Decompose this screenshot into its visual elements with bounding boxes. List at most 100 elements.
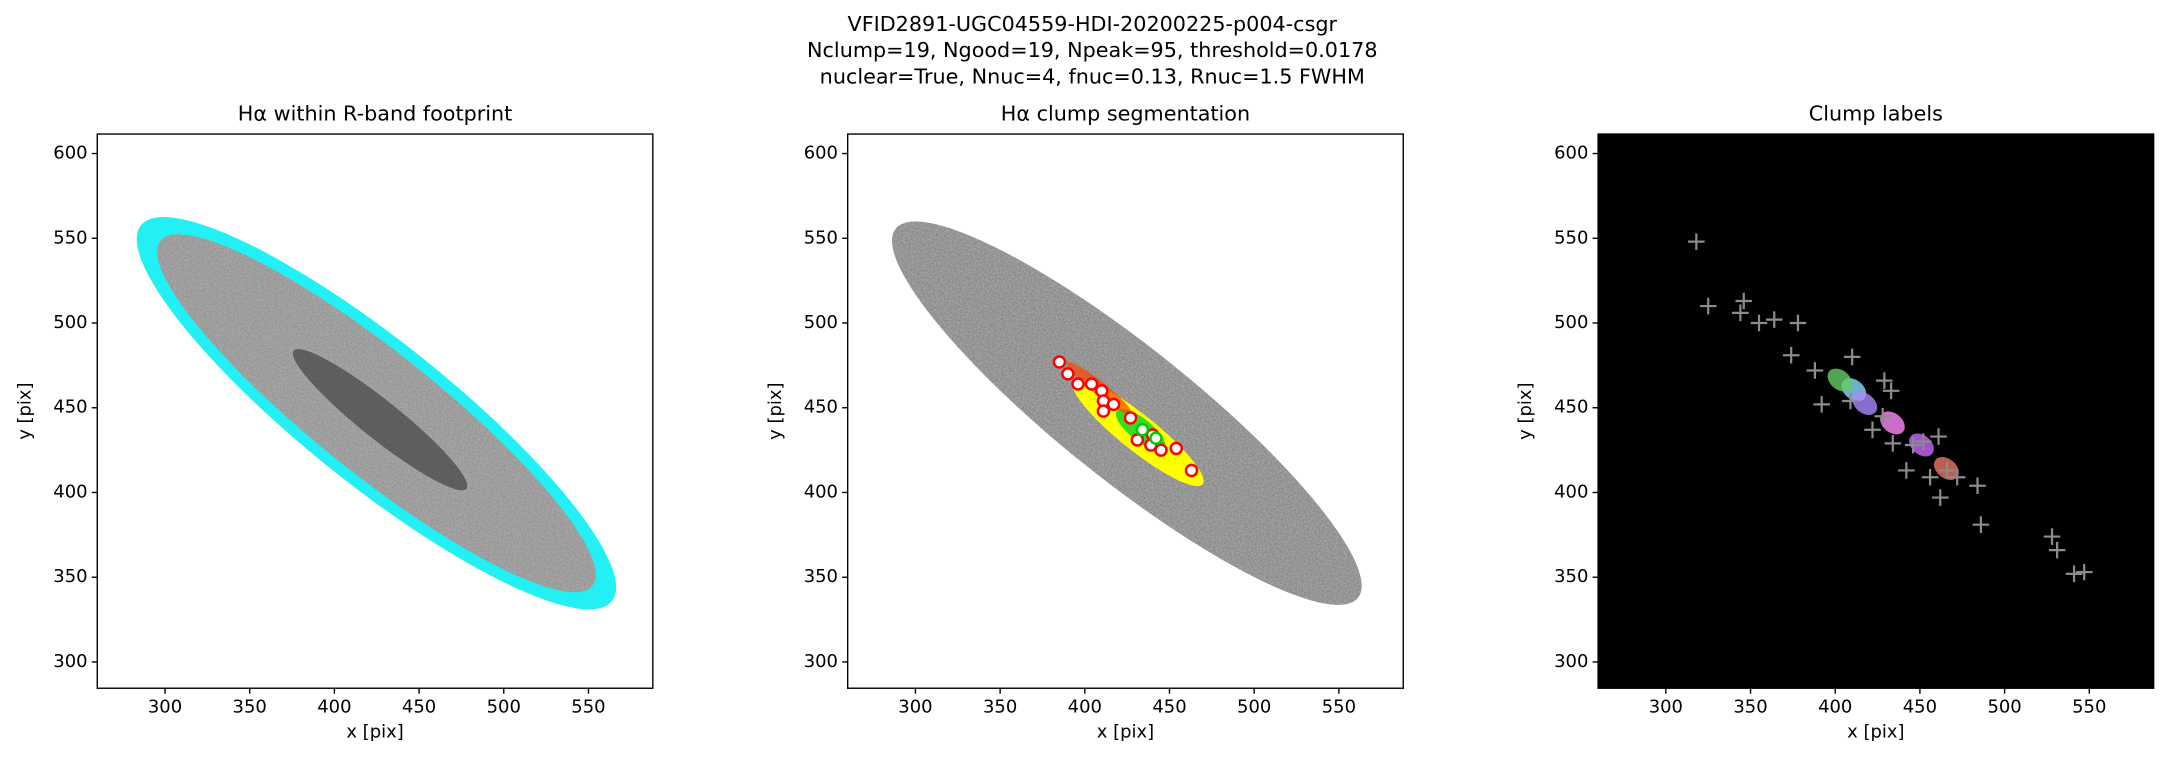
y-tick-label: 300	[53, 651, 87, 672]
peak-marker	[1898, 462, 1915, 479]
y-tick-label: 300	[1554, 651, 1588, 672]
peak-marker	[1884, 435, 1902, 452]
peak-marker	[1688, 233, 1705, 250]
x-tick-label: 500	[1237, 697, 1271, 718]
panel: 300 350 400 450 500 550 300 350 400 450 500 550 600 H…	[765, 102, 1404, 742]
peak-marker	[1969, 477, 1986, 494]
peak-marker	[1864, 421, 1881, 439]
y-axis-label: y [pix]	[1515, 382, 1536, 439]
chart-title: Hα within R-band footprint	[238, 102, 512, 126]
x-tick-label: 450	[1152, 697, 1186, 718]
x-axis-label: x [pix]	[1847, 721, 1904, 742]
peak-marker	[2048, 541, 2066, 559]
y-tick-label: 350	[1554, 566, 1588, 587]
peak-marker	[1699, 297, 1717, 315]
x-tick-label: 550	[1322, 697, 1356, 718]
x-tick-label: 400	[1068, 697, 1102, 718]
y-tick-label: 400	[804, 481, 838, 502]
peak-marker	[1948, 468, 1966, 486]
y-tick-label: 400	[53, 481, 87, 502]
peak-marker	[2043, 528, 2061, 545]
y-tick-label: 450	[804, 397, 838, 418]
x-tick-label: 300	[148, 697, 182, 718]
y-tick-label: 400	[1554, 481, 1588, 502]
peak-marker	[1813, 396, 1830, 413]
axes-frame	[1597, 133, 2155, 689]
clump-marker	[1130, 433, 1145, 447]
clump-marker	[1149, 431, 1163, 446]
clump-marker	[1184, 463, 1199, 478]
y-tick-label: 300	[804, 651, 838, 672]
peak-marker	[1732, 304, 1749, 322]
peak-marker	[1972, 516, 1990, 533]
clump-marker	[1169, 441, 1184, 456]
y-tick-label: 600	[53, 143, 87, 164]
peak-marker	[1921, 468, 1939, 486]
x-axis-label: x [pix]	[1097, 721, 1154, 742]
peak-marker	[1938, 462, 1956, 479]
x-tick-label: 550	[2072, 697, 2106, 718]
y-tick-label: 450	[1554, 397, 1588, 418]
clump-marker	[1061, 367, 1075, 381]
peak-marker	[1876, 372, 1893, 389]
x-axis-label: x [pix]	[346, 721, 403, 742]
clump-marker	[1154, 443, 1168, 457]
clump-marker	[1084, 377, 1099, 391]
x-tick-label: 450	[1903, 697, 1937, 718]
panel: 300 350 400 450 500 550 300 350 400 450 500 550 600 H…	[14, 102, 654, 742]
y-tick-label: 600	[1554, 143, 1588, 164]
peak-marker	[1904, 436, 1922, 454]
peak-marker	[1931, 489, 1949, 506]
peak-marker	[2075, 563, 2093, 581]
chart-title: Clump labels	[1809, 102, 1943, 126]
peak-marker	[1842, 392, 1859, 410]
figure-title: nuclear=True, Nnuc=4, fnuc=0.13, Rnuc=1.…	[820, 64, 1365, 88]
y-tick-label: 600	[804, 143, 838, 164]
y-tick-label: 550	[53, 227, 87, 248]
x-tick-label: 400	[317, 697, 351, 718]
axes-frame	[846, 133, 1404, 689]
x-tick-label: 550	[571, 697, 605, 718]
clump-marker	[1106, 397, 1121, 412]
peak-marker	[1735, 292, 1753, 310]
y-axis-label: y [pix]	[14, 382, 35, 439]
figure-title: Nclump=19, Ngood=19, Npeak=95, threshold…	[807, 38, 1377, 62]
clump-label	[1909, 433, 1934, 457]
x-tick-label: 350	[983, 697, 1017, 718]
y-tick-label: 550	[804, 227, 838, 248]
x-tick-label: 300	[1649, 697, 1683, 718]
peak-marker	[1915, 433, 1932, 450]
y-tick-label: 500	[53, 312, 87, 333]
y-axis-label: y [pix]	[765, 382, 786, 439]
peak-marker	[1930, 428, 1947, 445]
peak-marker	[1874, 407, 1891, 425]
x-tick-label: 300	[898, 697, 932, 718]
galaxy-core	[292, 349, 468, 491]
peak-marker	[1806, 362, 1824, 379]
y-tick-label: 450	[53, 397, 87, 418]
y-tick-label: 350	[53, 566, 87, 587]
clump-marker	[1096, 404, 1111, 418]
clump-marker	[1123, 411, 1138, 425]
x-tick-label: 350	[233, 697, 267, 718]
clump-label	[1852, 392, 1878, 416]
y-tick-label: 350	[804, 566, 838, 587]
axes-frame	[96, 133, 654, 689]
peak-marker	[1882, 382, 1900, 400]
peak-marker	[1789, 314, 1807, 332]
figure-title: VFID2891-UGC04559-HDI-20200225-p004-csgr	[848, 12, 1338, 36]
y-tick-label: 500	[1554, 312, 1588, 333]
clump-marker	[1071, 377, 1085, 391]
x-tick-label: 350	[1733, 697, 1767, 718]
clump-label	[1827, 368, 1853, 392]
y-tick-label: 500	[804, 312, 838, 333]
x-tick-label: 400	[1818, 697, 1852, 718]
panel: 300 350 400 450 500 550 300 350 400 450 500 550 600 C…	[1515, 102, 2155, 742]
x-tick-label: 500	[1987, 697, 2021, 718]
peak-marker	[1782, 346, 1800, 364]
chart-title: Hα clump segmentation	[1001, 102, 1250, 126]
clump-marker	[1052, 355, 1067, 369]
x-tick-label: 500	[487, 697, 521, 718]
x-tick-label: 450	[402, 697, 436, 718]
